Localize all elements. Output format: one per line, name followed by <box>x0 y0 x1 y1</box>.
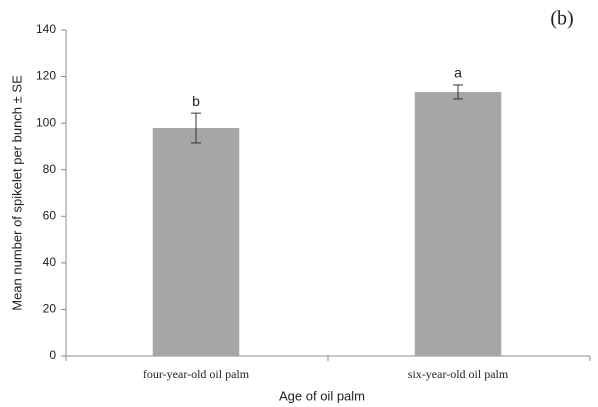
y-tick-label: 60 <box>43 208 57 222</box>
y-tick-label: 0 <box>49 348 56 362</box>
x-axis-label: Age of oil palm <box>279 388 365 403</box>
y-tick-label: 20 <box>43 302 57 316</box>
y-axis-label: Mean number of spikelet per bunch ± SE <box>9 75 24 311</box>
y-tick-label: 100 <box>36 115 56 129</box>
x-tick-label: four-year-old oil palm <box>143 367 250 381</box>
error-bar <box>453 84 463 100</box>
bar <box>152 128 240 356</box>
panel-label: (b) <box>550 8 573 30</box>
y-tick-label: 140 <box>36 22 56 36</box>
significance-label: b <box>192 93 200 109</box>
significance-label: a <box>454 65 462 81</box>
y-tick-label: 40 <box>43 255 57 269</box>
x-tick-label: six-year-old oil palm <box>408 367 509 381</box>
bar <box>414 91 502 356</box>
y-tick-label: 80 <box>43 162 57 176</box>
y-tick-label: 120 <box>36 69 56 83</box>
error-bar <box>191 112 201 144</box>
